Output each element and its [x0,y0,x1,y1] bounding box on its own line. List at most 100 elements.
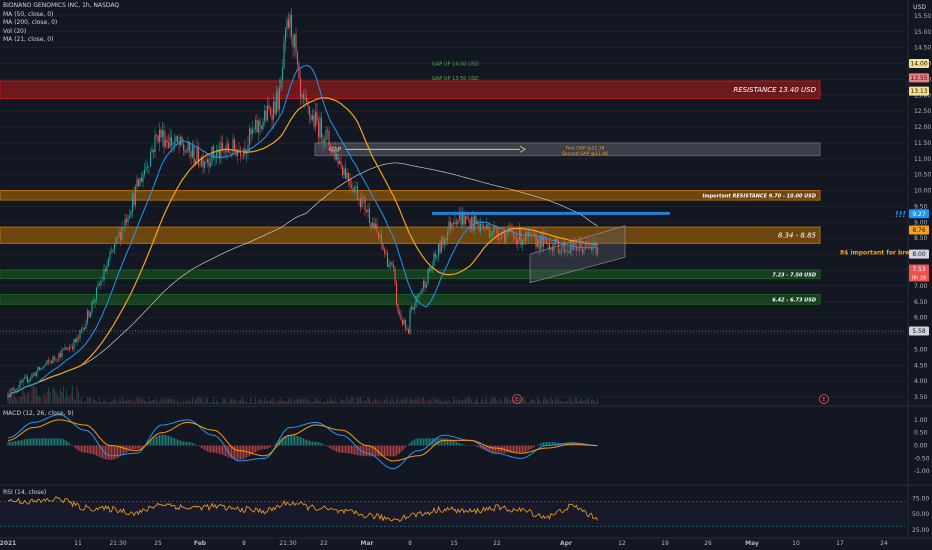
candle-body [140,177,143,182]
candle-body [334,148,336,160]
macd-histogram-bar [285,435,286,446]
x-tick-label: Mar [361,540,374,547]
candle-body [322,137,324,144]
macd-histogram-bar [160,434,162,446]
y-tick-label: 10.50 [914,172,931,179]
volume-bar [325,401,327,404]
candle-body [577,250,579,252]
macd-histogram-bar [174,438,175,446]
macd-histogram-bar [387,445,388,457]
candle-body [34,373,36,377]
macd-histogram-bar [184,441,186,446]
macd-histogram-bar [207,445,208,452]
candle-body [290,14,293,37]
macd-histogram-bar [243,445,244,460]
candle-body [287,19,290,28]
candle-body [92,301,95,303]
candle-body [62,349,65,351]
candle-body [383,249,386,253]
price-label-box [909,209,929,219]
volume-bar [495,398,496,404]
candle-body [298,64,300,79]
volume-bar [189,400,190,404]
candle-body [91,301,93,313]
candle-body [202,156,204,168]
volume-bar [532,399,534,404]
macd-histogram-bar [46,438,48,446]
macd-histogram-bar [199,445,201,448]
volume-bar [529,401,531,404]
candle-body [265,110,267,121]
candle-body [137,179,140,187]
price-label-box [909,73,929,83]
volume-bar [450,401,451,404]
candle-body [269,108,272,115]
candle-body [56,359,59,361]
volume-bar [69,398,70,404]
volume-bar [297,398,298,404]
macd-histogram-bar [480,445,481,449]
volume-bar [36,387,37,404]
volume-bar [456,400,457,404]
candle-body [263,110,266,122]
volume-bar [403,399,405,404]
candle-body [205,161,207,163]
macd-histogram-bar [514,445,516,453]
volume-bar [565,401,567,404]
macd-histogram-bar [345,445,346,453]
macd-histogram-bar [394,445,396,456]
macd-histogram-bar [117,445,118,459]
volume-bar [31,385,33,404]
volume-bar [175,402,177,404]
zone-label: 6.42 - 6.73 USD [772,297,816,303]
candle-body [541,234,543,247]
volume-bar [382,401,384,404]
candle-body [352,187,354,192]
volume-bar [168,398,169,404]
volume-bar [117,402,118,404]
volume-bar [528,402,529,404]
candle-body [365,210,368,212]
volume-bar [24,393,25,404]
y-tick-label: 12.50 [914,108,931,115]
volume-bar [462,399,463,404]
macd-histogram-bar [283,436,285,446]
candle-body [592,242,594,251]
volume-bar [313,401,315,404]
candle-body [374,223,377,229]
candle-body [494,226,497,228]
volume-bar [447,401,448,404]
macd-histogram-bar [12,441,13,446]
volume-bar [358,397,360,404]
volume-bar [417,400,418,404]
volume-bar [199,397,201,404]
zone-band [0,293,821,305]
price-label-box [909,249,929,259]
earnings-marker [819,394,829,404]
macd-histogram-bar [541,442,543,446]
volume-bar [376,399,378,404]
volume-bar [426,402,427,404]
macd-histogram-bar [175,438,177,446]
candle-body [293,34,296,48]
candle-body [470,217,473,230]
volume-bar [55,392,57,404]
macd-histogram-bar [520,445,522,453]
candle-body [475,215,477,224]
candle-body [203,161,206,168]
candle-body [250,128,252,135]
macd-histogram-bar [364,445,366,457]
y-tick-label: 12.00 [914,124,931,131]
volume-bar [213,397,214,404]
candle-body [335,153,338,160]
price-label-box [909,264,929,274]
candle-body [547,243,549,245]
volume-bar [538,399,540,404]
macd-histogram-bar [132,445,133,450]
macd-histogram-bar [84,445,85,453]
candle-body [146,166,149,168]
volume-bar [381,402,382,404]
candle-body [281,67,284,80]
macd-histogram-bar [169,436,171,446]
